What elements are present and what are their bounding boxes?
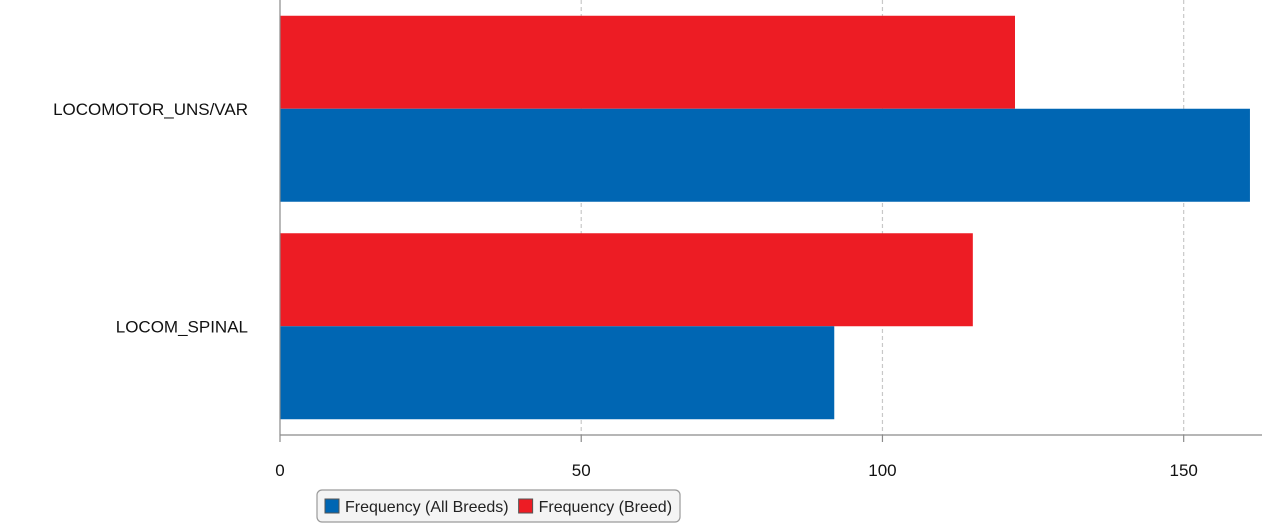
legend-label-1: Frequency (Breed) xyxy=(539,499,672,516)
legend-label-0: Frequency (All Breeds) xyxy=(345,499,509,516)
bar-all-breeds-1 xyxy=(280,326,835,420)
x-tick-label-2: 100 xyxy=(868,461,896,480)
legend-swatch-1 xyxy=(518,498,534,514)
category-label-1: LOCOM_SPINAL xyxy=(116,317,248,336)
bars xyxy=(280,15,1250,420)
x-tick-label-0: 0 xyxy=(275,461,284,480)
category-label-0: LOCOMOTOR_UNS/VAR xyxy=(53,100,248,119)
x-tick-label-3: 150 xyxy=(1169,461,1197,480)
legend-swatch-0 xyxy=(324,498,340,514)
legend: Frequency (All Breeds) Frequency (Breed) xyxy=(316,489,681,523)
bar-all-breeds-0 xyxy=(280,108,1250,202)
bar-breed-0 xyxy=(280,15,1015,109)
legend-frame xyxy=(316,489,681,523)
x-tick-label-1: 50 xyxy=(572,461,591,480)
bar-breed-1 xyxy=(280,233,973,327)
axes xyxy=(279,0,1262,442)
labels: LOCOMOTOR_UNS/VAR LOCOM_SPINAL 0 50 100 150 xyxy=(53,100,1198,480)
